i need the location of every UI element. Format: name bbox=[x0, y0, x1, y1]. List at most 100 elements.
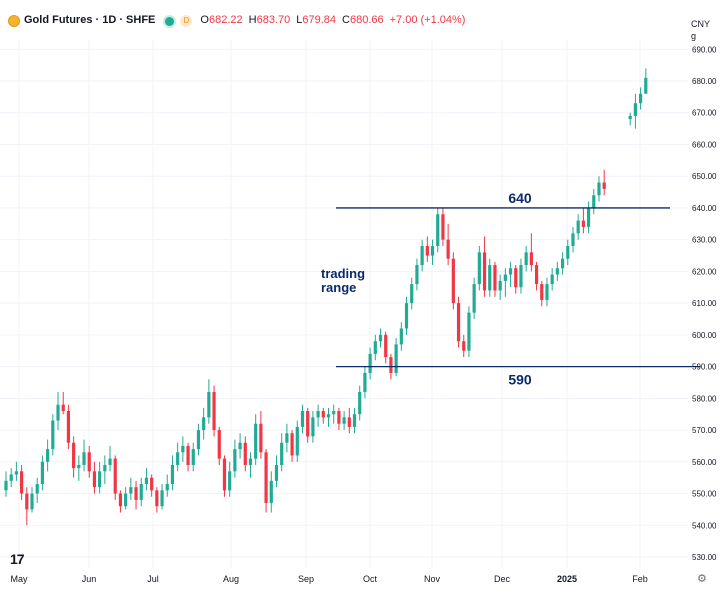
candle bbox=[124, 487, 128, 510]
candle bbox=[170, 455, 175, 491]
candle bbox=[66, 404, 71, 450]
support-label: 590 bbox=[508, 372, 532, 388]
candle bbox=[196, 423, 201, 456]
candle-body bbox=[399, 328, 403, 345]
candle bbox=[550, 268, 554, 291]
candle bbox=[555, 261, 559, 281]
candle bbox=[103, 455, 107, 485]
candle-body bbox=[280, 442, 284, 465]
candle bbox=[202, 407, 206, 440]
candle-body bbox=[384, 334, 388, 358]
candle bbox=[571, 226, 575, 253]
candle-body bbox=[545, 284, 549, 300]
candle-body bbox=[61, 404, 65, 412]
candle-body bbox=[436, 214, 440, 247]
time-axis[interactable]: May Jun Jul Aug Sep Oct Nov Dec 2025 Feb bbox=[10, 574, 647, 584]
candle bbox=[508, 261, 513, 288]
candle bbox=[503, 268, 507, 297]
candle-body bbox=[66, 411, 71, 443]
currency-unit[interactable]: CNY g bbox=[691, 18, 710, 42]
candle bbox=[165, 474, 169, 497]
y-tick-label: 580.00 bbox=[692, 394, 717, 403]
candle-body bbox=[72, 442, 76, 469]
candle-body bbox=[534, 265, 539, 285]
trading-range-label-line2: range bbox=[321, 280, 356, 295]
candle-body bbox=[274, 464, 279, 481]
candle bbox=[404, 296, 409, 335]
candle bbox=[56, 391, 60, 431]
candle bbox=[638, 87, 643, 110]
candle-body bbox=[14, 471, 19, 475]
candle-body bbox=[482, 252, 487, 291]
candle bbox=[597, 176, 601, 202]
candle-body bbox=[77, 464, 81, 469]
candle bbox=[243, 436, 247, 472]
candle-body bbox=[503, 274, 507, 281]
candle-body bbox=[160, 490, 164, 507]
candle bbox=[321, 407, 325, 424]
candle bbox=[238, 433, 242, 459]
candle bbox=[129, 477, 133, 500]
y-tick-label: 570.00 bbox=[692, 426, 717, 435]
candle bbox=[545, 277, 549, 307]
candle-body bbox=[581, 220, 585, 227]
x-tick-label: Feb bbox=[632, 574, 648, 584]
settings-icon[interactable]: ⚙ bbox=[697, 573, 707, 585]
candle bbox=[644, 68, 648, 94]
candle bbox=[477, 246, 481, 291]
candle bbox=[519, 258, 523, 294]
candle bbox=[498, 274, 502, 300]
candle-body bbox=[248, 458, 253, 465]
candle bbox=[592, 188, 596, 215]
candle-body bbox=[9, 474, 13, 481]
candle-body bbox=[181, 445, 185, 453]
candle bbox=[290, 430, 294, 462]
candle bbox=[181, 436, 185, 462]
ohlc-open: O682.22 bbox=[200, 14, 243, 26]
candle bbox=[118, 490, 123, 513]
candle bbox=[410, 277, 414, 310]
candle bbox=[20, 464, 24, 500]
candle-body bbox=[363, 372, 367, 392]
candle-body bbox=[165, 484, 169, 491]
x-tick-label: Nov bbox=[424, 574, 441, 584]
y-tick-label: 590.00 bbox=[692, 363, 717, 372]
candle-body bbox=[508, 268, 513, 275]
candle-body bbox=[103, 464, 107, 472]
candle-body bbox=[186, 445, 190, 465]
candle-body bbox=[98, 471, 102, 488]
candle-body bbox=[420, 246, 424, 266]
candle bbox=[280, 433, 284, 472]
candle-body bbox=[477, 252, 481, 285]
candle-body bbox=[342, 417, 346, 424]
candle bbox=[415, 258, 419, 291]
candle bbox=[77, 455, 81, 481]
candle-body bbox=[170, 464, 175, 485]
candle bbox=[462, 334, 466, 358]
candle-body bbox=[321, 411, 325, 418]
y-tick-label: 620.00 bbox=[692, 267, 717, 276]
y-tick-label: 630.00 bbox=[692, 236, 717, 245]
delayed-badge: D bbox=[180, 15, 193, 27]
candle-body bbox=[191, 449, 195, 465]
candle-body bbox=[290, 433, 294, 456]
tradingview-logo[interactable]: 17 bbox=[10, 551, 25, 567]
candle bbox=[150, 474, 154, 497]
candle bbox=[264, 449, 268, 513]
candle bbox=[363, 366, 367, 399]
candle-body bbox=[602, 182, 606, 189]
candle bbox=[451, 252, 455, 310]
candle bbox=[446, 223, 450, 266]
candle-body bbox=[332, 411, 336, 415]
candle bbox=[25, 487, 29, 526]
symbol-title[interactable]: Gold Futures · 1D · SHFE bbox=[24, 14, 156, 26]
candle-body bbox=[40, 461, 45, 485]
candle-body bbox=[92, 471, 97, 488]
candle bbox=[269, 471, 273, 513]
x-tick-label: 2025 bbox=[557, 574, 577, 584]
price-axis[interactable]: 690.00 680.00 670.00 660.00 650.00 640.00 630.… bbox=[692, 45, 717, 562]
candle-body bbox=[254, 423, 258, 459]
candle bbox=[436, 207, 440, 253]
candle-body bbox=[394, 344, 398, 373]
